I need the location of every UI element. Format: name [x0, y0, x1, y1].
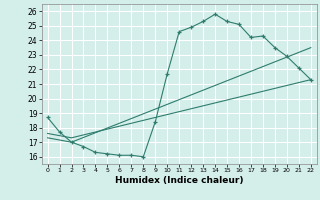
X-axis label: Humidex (Indice chaleur): Humidex (Indice chaleur)	[115, 176, 244, 185]
